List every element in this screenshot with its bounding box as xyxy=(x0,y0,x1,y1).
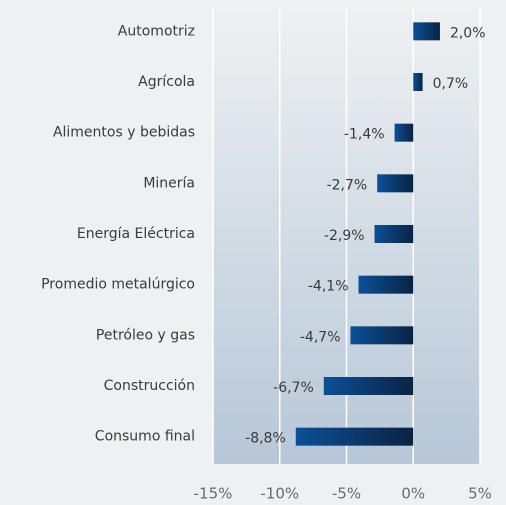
value-label: -4,7% xyxy=(300,329,341,345)
x-tick-label: 5% xyxy=(468,485,492,503)
bar xyxy=(374,225,414,243)
category-label: Construcción xyxy=(104,378,195,394)
value-label: -1,4% xyxy=(344,127,385,143)
category-label: Automotriz xyxy=(118,23,195,39)
value-label: -6,7% xyxy=(273,380,314,396)
value-label: -2,9% xyxy=(324,228,365,244)
x-tick-label: 0% xyxy=(401,485,425,503)
bar xyxy=(358,275,414,294)
value-label: -8,8% xyxy=(245,431,286,447)
category-label: Alimentos y bebidas xyxy=(53,125,195,141)
x-tick-label: -15% xyxy=(194,485,233,503)
category-label: Minería xyxy=(143,175,195,191)
bar xyxy=(377,174,414,193)
category-label: Promedio metalúrgico xyxy=(41,277,195,293)
category-label: Consumo final xyxy=(95,429,195,445)
value-label: 0,7% xyxy=(433,76,469,92)
category-label: Agrícola xyxy=(138,74,195,90)
x-tick-label: -5% xyxy=(332,485,361,503)
category-label: Petróleo y gas xyxy=(96,327,195,343)
value-label: -4,1% xyxy=(308,279,349,295)
bar xyxy=(295,427,414,446)
bar xyxy=(350,326,414,345)
bar xyxy=(394,123,414,142)
bar xyxy=(413,73,423,91)
category-label: Energía Eléctrica xyxy=(77,226,195,242)
x-tick-label: -10% xyxy=(260,485,299,503)
value-label: 2,0% xyxy=(450,25,486,41)
value-label: -2,7% xyxy=(327,177,368,193)
bar xyxy=(413,22,440,41)
bar xyxy=(323,377,414,395)
